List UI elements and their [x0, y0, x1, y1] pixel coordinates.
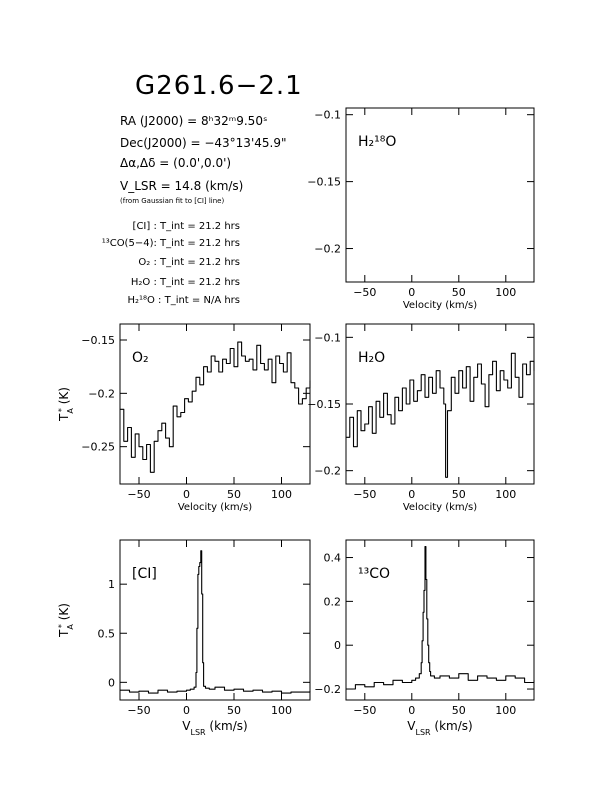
x-tick-label: 0	[408, 488, 415, 501]
x-tick-label: 0	[408, 704, 415, 717]
vlsr-line: V_LSR = 14.8 (km/s)	[120, 179, 243, 193]
panel-h2o: −50 0 50 100 −0.1 −0.15 −0.2 Velocity (km/s) H₂O	[307, 323, 535, 513]
dec-line: Dec(J2000) = −43°13'45.9"	[120, 136, 286, 150]
spectrum-trace	[346, 352, 535, 478]
y-tick-label: −0.2	[88, 387, 115, 400]
x-tick-label: 0	[183, 488, 190, 501]
plot-frame	[345, 539, 535, 701]
x-tick-label: 50	[452, 488, 466, 501]
integration-ci: [CI] : T_int = 21.2 hrs	[133, 221, 240, 232]
x-axis-label-rest: (km/s)	[431, 719, 473, 733]
x-tick-label: −50	[127, 704, 150, 717]
x-tick-label: −50	[353, 488, 376, 501]
panel-o2: −50 0 50 100 −0.15 −0.2 −0.25 Velocity (km/s) TA…	[57, 323, 311, 513]
y-tick-label: 0	[108, 676, 115, 689]
x-tick-label: 100	[495, 704, 516, 717]
y-tick-label: 1	[108, 578, 115, 591]
integration-h218o: H₂¹⁸O : T_int = N/A hrs	[127, 295, 240, 306]
x-axis-label-rest: (km/s)	[206, 719, 248, 733]
x-axis-label: VLSR (km/s)	[182, 719, 247, 737]
y-tick-label: −0.1	[314, 109, 341, 122]
x-tick-label: −50	[353, 286, 376, 299]
offset-line: Δα,Δδ = (0.0',0.0')	[120, 156, 231, 170]
x-tick-label: 50	[227, 488, 241, 501]
integration-13co: ¹³CO(5−4): T_int = 21.2 hrs	[102, 238, 240, 249]
y-axis-label-sup: *	[57, 624, 66, 628]
y-axis-label-unit: (K)	[57, 603, 71, 624]
plot-frame	[345, 107, 535, 283]
x-tick-label: −50	[353, 704, 376, 717]
y-tick-label: −0.25	[81, 441, 115, 454]
x-tick-label: 0	[183, 704, 190, 717]
y-tick-label: −0.15	[307, 176, 341, 189]
y-tick-label: 0.5	[98, 627, 116, 640]
y-tick-label: 0	[334, 639, 341, 652]
y-tick-label: −0.1	[314, 331, 341, 344]
y-tick-label: −0.2	[314, 465, 341, 478]
integration-h2o: H₂O : T_int = 21.2 hrs	[131, 277, 240, 288]
plot-frame	[345, 323, 535, 485]
y-axis-label-unit: (K)	[57, 387, 71, 408]
integration-o2: O₂ : T_int = 21.2 hrs	[138, 257, 240, 268]
y-axis-label-sup: *	[57, 408, 66, 412]
y-tick-label: 0.4	[324, 552, 342, 565]
source-title: G261.6−2.1	[135, 71, 303, 101]
ra-line: RA (J2000) = 8ʰ32ᵐ9.50ˢ	[120, 114, 267, 128]
y-tick-label: −0.15	[81, 334, 115, 347]
x-tick-label: 100	[271, 488, 292, 501]
y-tick-label: −0.15	[307, 398, 341, 411]
spectrum-trace	[346, 546, 535, 690]
panel-h218o: −50 0 50 100 −0.1 −0.15 −0.2 Velocity (km/s) H₂¹…	[307, 107, 535, 311]
spectrum-trace	[120, 341, 311, 473]
panel-13co: −50 0 50 100 0.4 0.2 0 −0.2 VLSR (km/s) ¹³CO	[314, 539, 535, 737]
y-axis-label: TA* (K)	[57, 387, 75, 422]
species-label: [CI]	[132, 566, 157, 582]
x-tick-label: 100	[495, 286, 516, 299]
y-tick-label: −0.2	[314, 243, 341, 256]
plot-frame	[119, 539, 311, 701]
species-label: H₂¹⁸O	[358, 134, 396, 150]
x-axis-label: Velocity (km/s)	[403, 502, 477, 513]
species-label: H₂O	[358, 350, 385, 366]
x-tick-label: 100	[271, 704, 292, 717]
y-tick-label: −0.2	[314, 683, 341, 696]
y-axis-label-sub: A	[66, 624, 75, 630]
vlsr-note: (from Gaussian fit to [CI] line)	[120, 197, 224, 205]
panel-ci: −50 0 50 100 1 0.5 0 VLSR (km/s) TA* (K) [CI]	[57, 539, 311, 737]
y-axis-label-sub: A	[66, 408, 75, 414]
species-label: ¹³CO	[358, 566, 390, 582]
x-tick-label: 100	[495, 488, 516, 501]
x-tick-label: −50	[127, 488, 150, 501]
x-axis-label: Velocity (km/s)	[178, 502, 252, 513]
y-axis-label: TA* (K)	[57, 603, 75, 638]
x-axis-label-sub: LSR	[191, 728, 207, 737]
species-label: O₂	[132, 350, 149, 366]
x-tick-label: 50	[227, 704, 241, 717]
x-axis-label: Velocity (km/s)	[403, 300, 477, 311]
x-tick-label: 50	[452, 704, 466, 717]
x-axis-label-sub: LSR	[416, 728, 432, 737]
spectrum-trace	[120, 550, 311, 694]
plot-frame	[119, 323, 311, 485]
x-axis-label: VLSR (km/s)	[407, 719, 472, 737]
x-tick-label: 50	[452, 286, 466, 299]
x-tick-label: 0	[408, 286, 415, 299]
y-tick-label: 0.2	[324, 595, 342, 608]
